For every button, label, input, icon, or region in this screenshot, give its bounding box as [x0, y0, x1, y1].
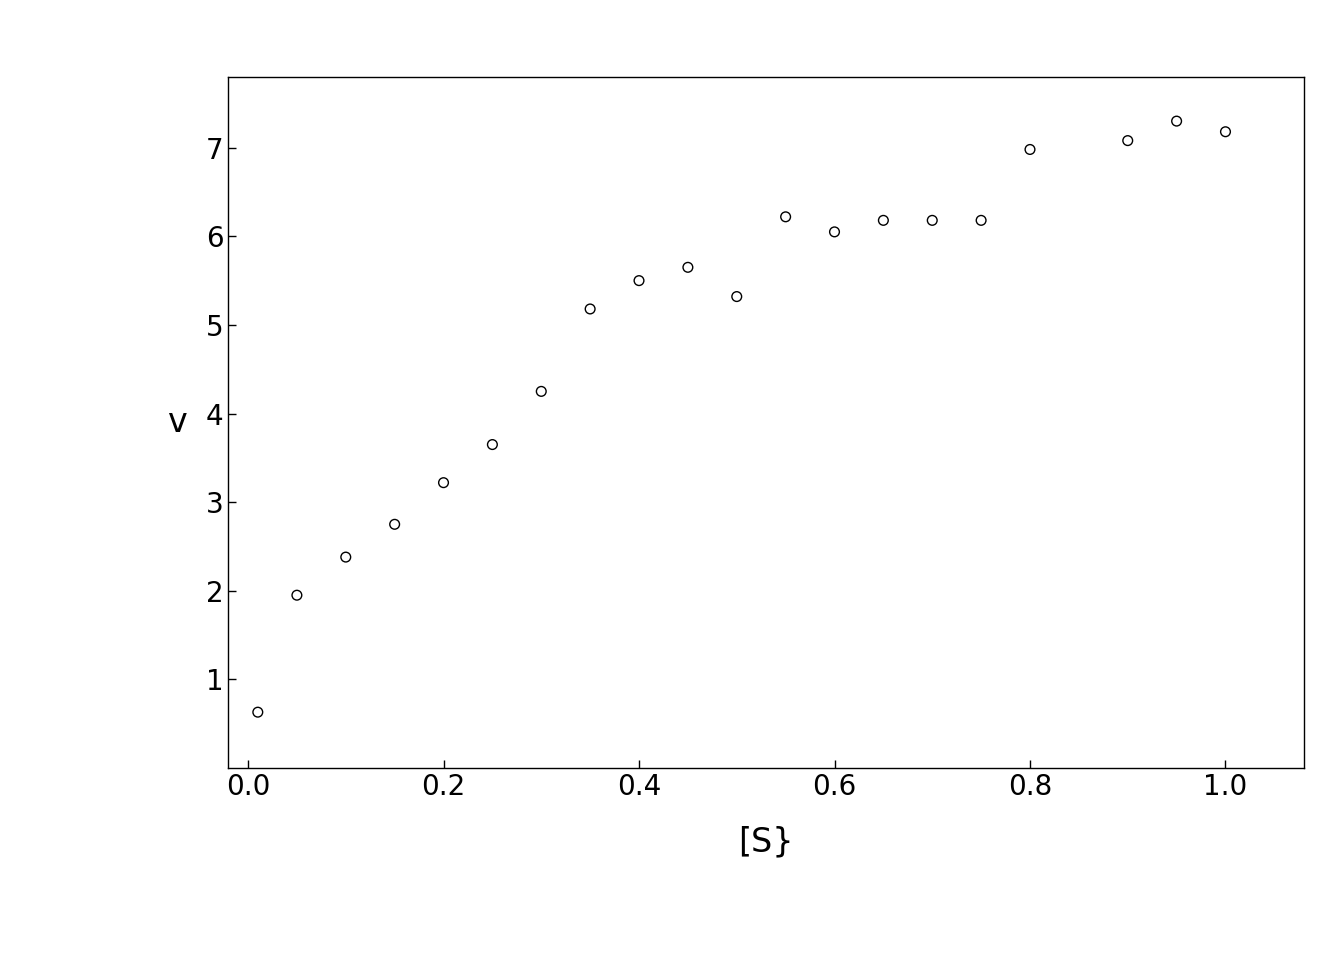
Point: [677, 259, 699, 275]
Point: [628, 273, 649, 288]
Point: [433, 475, 454, 491]
Point: [579, 301, 601, 317]
Point: [775, 209, 797, 225]
Point: [1215, 124, 1236, 139]
Point: [824, 225, 845, 240]
Point: [384, 516, 406, 532]
Point: [726, 289, 747, 304]
Point: [1019, 142, 1040, 157]
X-axis label: [S}: [S}: [738, 826, 794, 859]
Point: [286, 588, 308, 603]
Point: [335, 549, 356, 564]
Point: [481, 437, 503, 452]
Point: [922, 213, 943, 228]
Y-axis label: v: v: [168, 406, 188, 439]
Point: [247, 705, 269, 720]
Point: [1117, 132, 1138, 148]
Point: [531, 384, 552, 399]
Point: [872, 213, 894, 228]
Point: [1165, 113, 1187, 129]
Point: [970, 213, 992, 228]
